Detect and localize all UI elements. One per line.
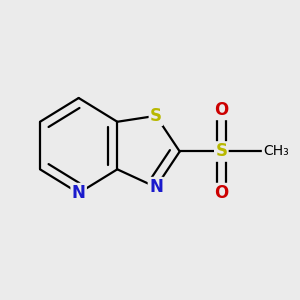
Text: S: S — [215, 142, 227, 160]
Text: CH₃: CH₃ — [263, 145, 289, 158]
Text: N: N — [72, 184, 86, 202]
Text: S: S — [150, 107, 162, 125]
Text: O: O — [214, 101, 229, 119]
Text: O: O — [214, 184, 229, 202]
Text: N: N — [149, 178, 163, 196]
